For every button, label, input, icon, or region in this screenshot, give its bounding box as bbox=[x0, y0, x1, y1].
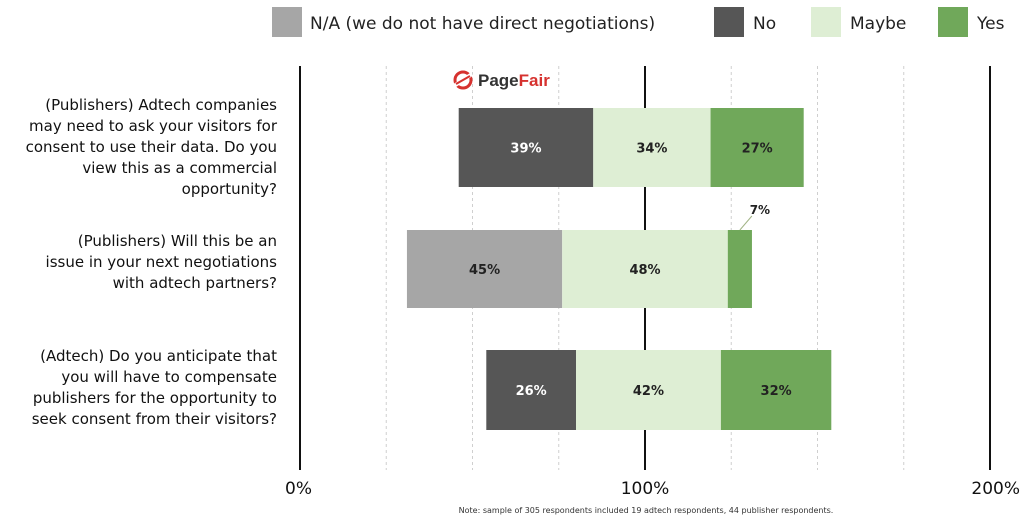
category-label-line: with adtech partners? bbox=[113, 274, 277, 292]
x-tick-label: 200% bbox=[971, 479, 1020, 499]
legend-label: N/A (we do not have direct negotiations) bbox=[310, 14, 655, 34]
x-tick-label: 100% bbox=[621, 479, 670, 499]
x-tick-label: 0% bbox=[285, 479, 312, 499]
bar-segment bbox=[720, 350, 832, 430]
pagefair-logo: PageFair bbox=[452, 70, 550, 90]
legend-swatch bbox=[938, 7, 968, 37]
data-label: 39% bbox=[510, 142, 541, 157]
data-label: 27% bbox=[742, 142, 773, 157]
legend-swatch bbox=[272, 7, 302, 37]
legend-label: Yes bbox=[976, 14, 1005, 34]
category-label: (Adtech) Do you anticipate that you will … bbox=[32, 347, 277, 428]
category-label: (Publishers) Adtech companies may need to… bbox=[26, 96, 278, 198]
category-label-line: opportunity? bbox=[182, 180, 277, 198]
category-label-line: consent to use their data. Do you bbox=[26, 138, 277, 156]
data-label: 42% bbox=[633, 384, 664, 399]
bar-segment bbox=[406, 230, 563, 308]
data-label: 32% bbox=[761, 384, 792, 399]
legend-label: No bbox=[753, 14, 776, 34]
category-label-line: seek consent from their visitors? bbox=[32, 410, 277, 428]
footnote: Note: sample of 305 respondents included… bbox=[459, 506, 834, 515]
category-label-line: publishers for the opportunity to bbox=[33, 389, 277, 407]
data-label-leader bbox=[739, 215, 753, 231]
bar-segment bbox=[710, 108, 804, 187]
category-label-line: (Adtech) Do you anticipate that bbox=[40, 347, 277, 365]
data-label: 34% bbox=[636, 142, 667, 157]
legend-swatch bbox=[714, 7, 744, 37]
category-label: (Publishers) Will this be an issue in you… bbox=[46, 232, 278, 292]
bar-segment bbox=[593, 108, 711, 187]
data-label: 7% bbox=[750, 203, 770, 217]
brand-name-prefix: Page bbox=[478, 71, 519, 90]
data-label: 45% bbox=[469, 263, 500, 278]
category-labels: (Publishers) Adtech companies may need to… bbox=[26, 96, 278, 428]
bar-segment bbox=[458, 108, 594, 187]
category-label-line: (Publishers) Will this be an bbox=[78, 232, 277, 250]
bar-segment bbox=[486, 350, 576, 430]
data-label: 48% bbox=[629, 263, 660, 278]
bar-segment bbox=[562, 230, 728, 308]
category-label-line: may need to ask your visitors for bbox=[29, 117, 278, 135]
svg-text:PageFair: PageFair bbox=[478, 71, 550, 90]
legend: N/A (we do not have direct negotiations)… bbox=[272, 7, 1005, 37]
bars: 39% 34% 27% 45% 48% 7% 26% 42% 32% bbox=[406, 108, 832, 430]
brand-name-suffix: Fair bbox=[519, 71, 551, 90]
category-label-line: view this as a commercial bbox=[82, 159, 277, 177]
legend-label: Maybe bbox=[850, 14, 906, 34]
category-label-line: issue in your next negotiations bbox=[46, 253, 278, 271]
data-label: 26% bbox=[516, 384, 547, 399]
category-label-line: you will have to compensate bbox=[61, 368, 277, 386]
bar-segment bbox=[576, 350, 721, 430]
pagefair-logo-icon bbox=[452, 70, 474, 90]
legend-swatch bbox=[811, 7, 841, 37]
category-label-line: (Publishers) Adtech companies bbox=[45, 96, 277, 114]
bar-segment bbox=[727, 230, 752, 308]
x-axis-ticks: 0% 100% 200% bbox=[285, 479, 1020, 499]
